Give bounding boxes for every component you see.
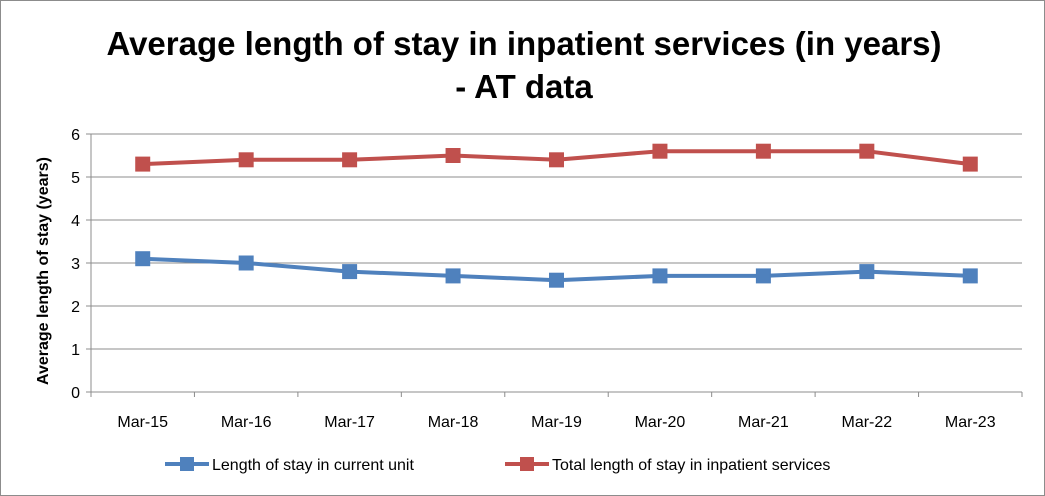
series-2 [135,143,978,172]
x-tick-label: Mar-17 [324,414,375,431]
x-tick-label: Mar-22 [841,414,892,431]
data-point-marker [445,148,461,163]
legend-item-2: Total length of stay in inpatient servic… [505,457,830,474]
data-point-marker [962,268,978,284]
x-tick-label: Mar-23 [945,414,996,431]
data-point-marker [652,143,668,159]
y-axis-title: Average length of stay (years) [35,157,52,385]
y-tick-labels: 0 1 2 3 4 5 6 [71,127,80,402]
x-tick-labels: Mar-15 Mar-16 Mar-17 Mar-18 Mar-19 Mar-20 Mar-… [117,414,995,431]
data-point-marker [135,251,151,267]
data-point-marker [238,255,254,271]
chart-subtitle: - AT data [455,68,593,105]
y-tick-label: 4 [71,213,80,230]
legend-label: Length of stay in current unit [212,457,414,474]
data-point-marker [342,264,358,280]
x-tick-label: Mar-18 [428,414,479,431]
data-point-marker [549,272,564,288]
data-point-marker [859,264,875,280]
y-tick-label: 2 [71,299,80,316]
axes [86,133,1023,397]
series-lines [135,143,978,288]
series-1 [135,251,978,288]
legend-item-1: Length of stay in current unit [165,457,414,474]
x-tick-label: Mar-21 [738,414,789,431]
data-point-marker [652,268,668,284]
x-tick-label: Mar-20 [635,414,686,431]
data-point-marker [445,268,461,284]
y-tick-label: 0 [71,385,80,402]
y-tick-label: 5 [71,170,80,187]
y-tick-label: 1 [71,342,80,359]
data-point-marker [135,156,151,172]
data-point-marker [755,143,771,159]
y-tick-label: 3 [71,256,80,273]
x-tick-label: Mar-16 [221,414,272,431]
y-tick-label: 6 [71,127,80,144]
data-point-marker [342,152,358,168]
legend-marker-swatch [520,457,534,471]
x-tick-label: Mar-15 [117,414,168,431]
data-point-marker [962,156,978,172]
data-point-marker [755,268,771,284]
legend: Length of stay in current unit Total leng… [165,457,830,474]
data-point-marker [549,152,564,168]
legend-label: Total length of stay in inpatient servic… [552,457,830,474]
x-tick-label: Mar-19 [531,414,582,431]
legend-marker-swatch [180,457,194,471]
data-point-marker [238,152,254,168]
chart-title: Average length of stay in inpatient serv… [106,25,941,62]
data-point-marker [859,143,875,159]
